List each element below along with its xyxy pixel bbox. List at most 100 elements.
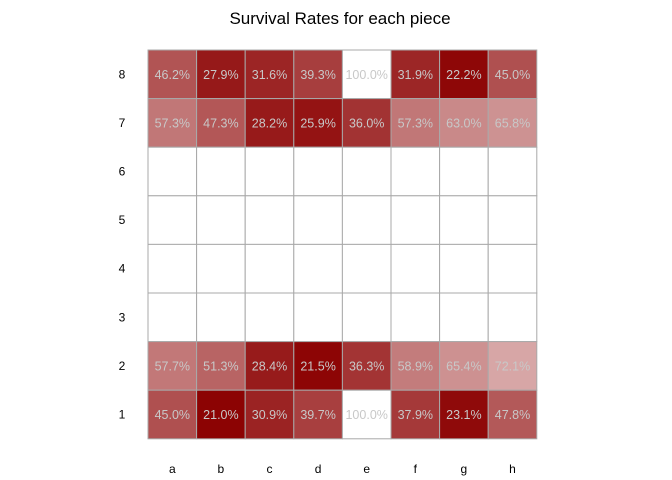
y-axis-tick-labels: 8 7 6 5 4 3 2 1 [119,67,126,421]
cell-label-c1: 30.9% [252,408,287,422]
heatmap-cell-e5 [341,195,392,245]
cell-label-h8: 45.0% [495,68,530,82]
heatmap-cell-f8 [390,49,441,100]
x-tick-label-d: d [315,462,322,476]
cell-label-d2: 21.5% [300,359,335,373]
y-tick-label-6: 6 [119,165,126,179]
heatmap-cell-f2 [390,341,441,391]
heatmap-cell-c4 [244,243,295,294]
heatmap-cell-a6 [147,146,198,197]
heatmap-cells [147,49,538,440]
y-tick-label-7: 7 [119,116,126,130]
cell-label-e7: 36.0% [349,116,384,130]
heatmap-cell-g4 [439,243,489,294]
heatmap-cell-d1 [293,389,343,440]
heatmap-cell-a1 [147,389,198,440]
heatmap-cell-h7 [487,98,538,148]
cell-label-a2: 57.7% [155,359,190,373]
cell-label-e1: 100.0% [345,408,387,422]
cell-label-a1: 45.0% [155,408,190,422]
heatmap-cell-b7 [196,98,246,148]
heatmap-cell-h8 [487,49,538,100]
heatmap-cell-d5 [293,195,343,245]
x-tick-label-a: a [169,462,176,476]
cell-label-d7: 25.9% [300,116,335,130]
x-tick-label-b: b [218,462,225,476]
x-tick-label-f: f [414,462,418,476]
heatmap-cell-h3 [487,292,538,343]
heatmap-cell-c1 [244,389,295,440]
cell-label-g1: 23.1% [446,408,481,422]
heatmap-cell-labels: 46.2% 27.9% 31.6% 39.3% 100.0% 31.9% 22.2% 45.0… [155,68,531,422]
cell-label-g2: 65.4% [446,359,481,373]
heatmap-cell-h2 [487,341,538,391]
heatmap-cell-g1 [439,389,489,440]
y-tick-label-2: 2 [119,359,126,373]
cell-label-h1: 47.8% [495,408,530,422]
chart-title: Survival Rates for each piece [229,9,450,28]
cell-label-e2: 36.3% [349,359,384,373]
heatmap-cell-e2 [341,341,392,391]
cell-label-b2: 51.3% [203,359,238,373]
heatmap-cell-b6 [196,146,246,197]
y-tick-label-3: 3 [119,310,126,324]
y-tick-label-1: 1 [119,408,126,422]
heatmap-cell-c5 [244,195,295,245]
x-tick-label-c: c [267,462,273,476]
cell-label-f2: 58.9% [398,359,433,373]
heatmap-cell-c8 [244,49,295,100]
heatmap-cell-e3 [341,292,392,343]
cell-label-f7: 57.3% [398,116,433,130]
cell-label-f8: 31.9% [398,68,433,82]
heatmap-cell-c3 [244,292,295,343]
heatmap-cell-f4 [390,243,441,294]
heatmap-cell-b8 [196,49,246,100]
cell-label-c7: 28.2% [252,116,287,130]
heatmap-cell-e6 [341,146,392,197]
heatmap-cell-f7 [390,98,441,148]
heatmap-cell-d3 [293,292,343,343]
cell-label-g7: 63.0% [446,116,481,130]
cell-label-a8: 46.2% [155,68,190,82]
y-tick-label-8: 8 [119,67,126,81]
heatmap-cell-g5 [439,195,489,245]
heatmap-cell-h6 [487,146,538,197]
cell-label-h7: 65.8% [495,116,530,130]
heatmap-cell-b2 [196,341,246,391]
heatmap-cell-h1 [487,389,538,440]
y-tick-label-4: 4 [119,262,126,276]
y-tick-label-5: 5 [119,213,126,227]
cell-label-e8: 100.0% [345,68,387,82]
cell-label-g8: 22.2% [446,68,481,82]
heatmap-cell-b3 [196,292,246,343]
cell-label-h2: 72.1% [495,359,530,373]
heatmap-cell-g2 [439,341,489,391]
heatmap-cell-a2 [147,341,198,391]
heatmap-cell-c2 [244,341,295,391]
heatmap-cell-e1 [341,389,392,440]
heatmap-cell-h5 [487,195,538,245]
heatmap-cell-d4 [293,243,343,294]
x-tick-label-g: g [461,462,468,476]
heatmap-cell-a5 [147,195,198,245]
heatmap-cell-c6 [244,146,295,197]
x-tick-label-h: h [509,462,516,476]
heatmap-cell-f5 [390,195,441,245]
heatmap-cell-a3 [147,292,198,343]
cell-label-f1: 37.9% [398,408,433,422]
heatmap-cell-g6 [439,146,489,197]
heatmap-cell-e4 [341,243,392,294]
heatmap-cell-a4 [147,243,198,294]
cell-label-c8: 31.6% [252,68,287,82]
heatmap-cell-h4 [487,243,538,294]
heatmap-cell-a8 [147,49,198,100]
heatmap-cell-d2 [293,341,343,391]
cell-label-a7: 57.3% [155,116,190,130]
heatmap-cell-f3 [390,292,441,343]
heatmap-cell-f6 [390,146,441,197]
heatmap-cell-d7 [293,98,343,148]
cell-label-d8: 39.3% [300,68,335,82]
cell-label-c2: 28.4% [252,359,287,373]
cell-label-d1: 39.7% [300,408,335,422]
